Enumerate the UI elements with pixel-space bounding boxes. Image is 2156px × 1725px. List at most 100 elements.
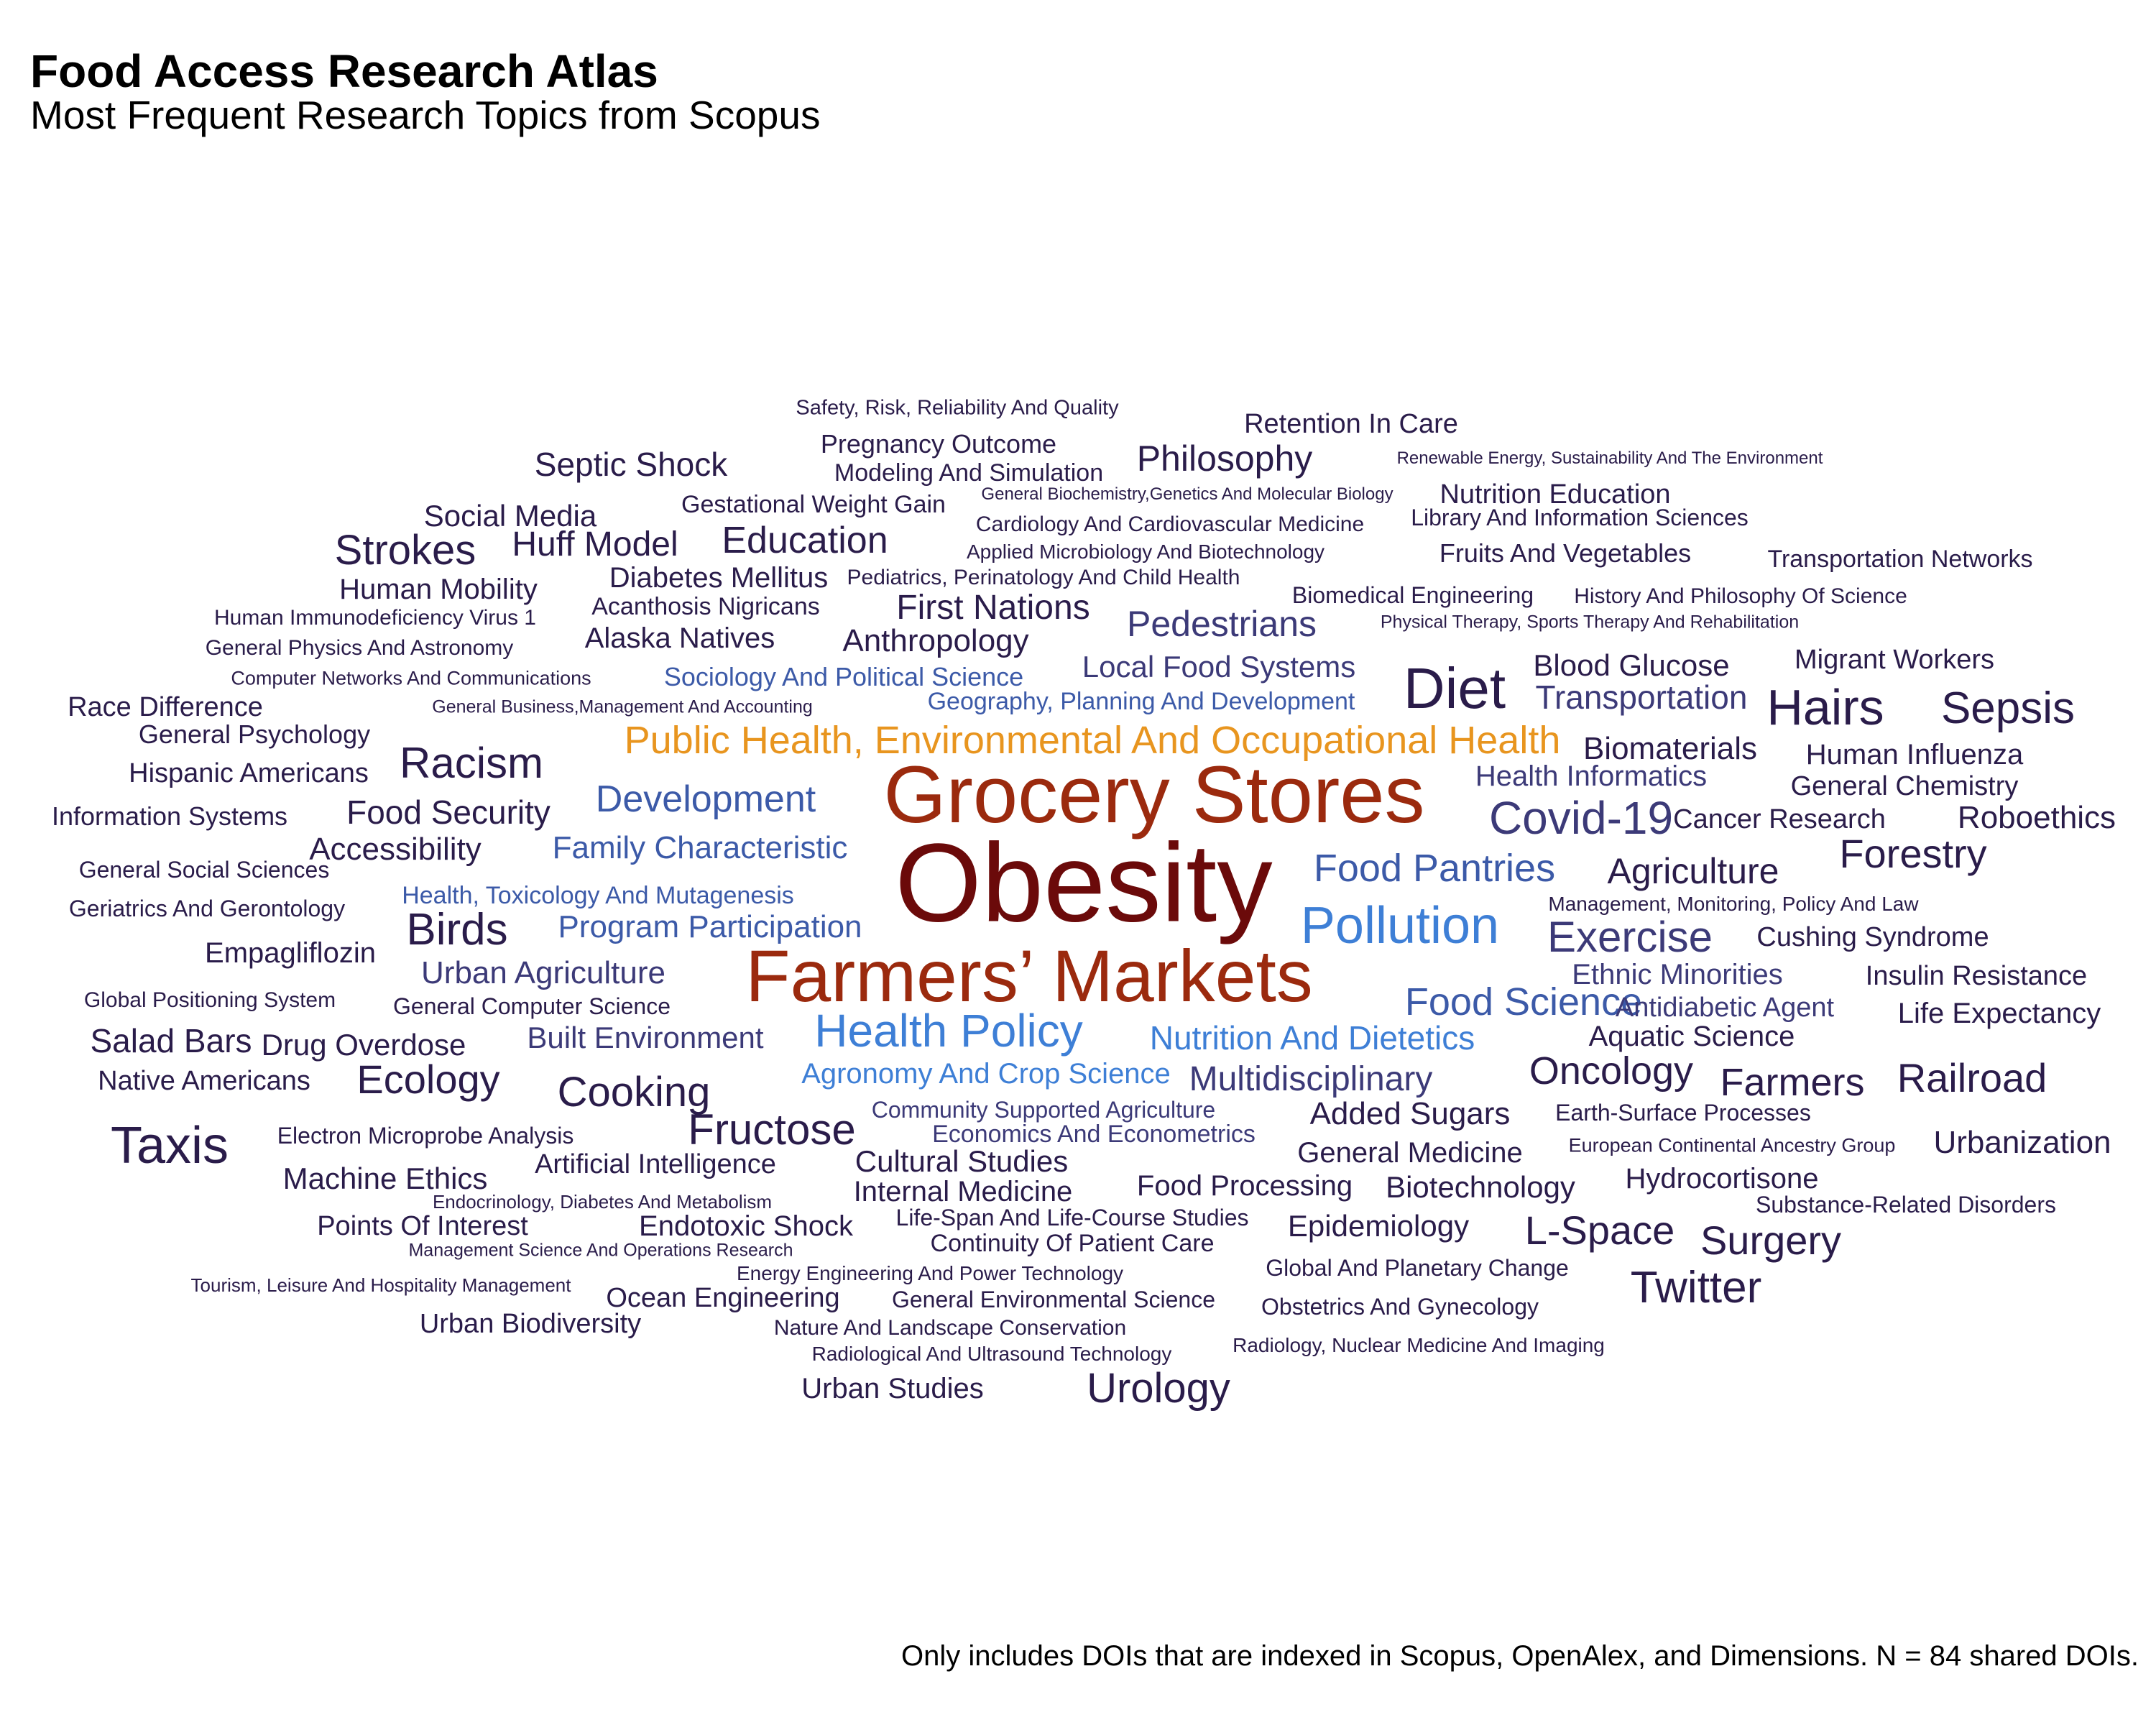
word-aquatic-science: Aquatic Science [1588, 1021, 1795, 1052]
word-general-social-sciences: General Social Sciences [78, 857, 330, 883]
word-health-policy: Health Policy [814, 1005, 1083, 1057]
word-cooking: Cooking [557, 1069, 711, 1116]
word-internal-medicine: Internal Medicine [853, 1176, 1073, 1208]
word-pollution: Pollution [1300, 897, 1500, 954]
word-management-science-and-operations-research: Management Science And Operations Resear… [408, 1240, 793, 1261]
word-education: Education [722, 520, 888, 561]
word-hydrocortisone: Hydrocortisone [1625, 1163, 1819, 1195]
word-development: Development [595, 778, 816, 820]
word-computer-networks-and-communications: Computer Networks And Communications [231, 667, 591, 689]
word-septic-shock: Septic Shock [534, 446, 728, 483]
word-general-chemistry: General Chemistry [1790, 771, 2019, 801]
word-public-health-environmental-and-occupational-health: Public Health, Environmental And Occupat… [624, 719, 1561, 762]
word-antidiabetic-agent: Antidiabetic Agent [1615, 993, 1835, 1023]
word-salad-bars: Salad Bars [90, 1022, 252, 1059]
chart-title: Food Access Research Atlas [30, 45, 658, 97]
word-food-science: Food Science [1404, 980, 1643, 1024]
word-hispanic-americans: Hispanic Americans [129, 758, 369, 788]
word-alaska-natives: Alaska Natives [584, 622, 775, 654]
word-life-expectancy: Life Expectancy [1897, 998, 2101, 1029]
word-geography-planning-and-development: Geography, Planning And Development [927, 688, 1355, 715]
word-safety-risk-reliability-and-quality: Safety, Risk, Reliability And Quality [796, 396, 1119, 420]
word-surgery: Surgery [1700, 1218, 1842, 1263]
word-human-influenza: Human Influenza [1805, 739, 2024, 770]
word-library-and-information-sciences: Library And Information Sciences [1411, 505, 1749, 530]
word-nutrition-and-dietetics: Nutrition And Dietetics [1149, 1019, 1475, 1057]
word-endotoxic-shock: Endotoxic Shock [639, 1210, 853, 1242]
word-agronomy-and-crop-science: Agronomy And Crop Science [801, 1058, 1171, 1090]
word-native-americans: Native Americans [98, 1066, 310, 1096]
word-l-space: L-Space [1524, 1208, 1675, 1253]
word-machine-ethics: Machine Ethics [282, 1162, 488, 1195]
word-general-physics-and-astronomy: General Physics And Astronomy [205, 636, 514, 660]
word-energy-engineering-and-power-technology: Energy Engineering And Power Technology [736, 1262, 1124, 1284]
word-roboethics: Roboethics [1957, 800, 2116, 835]
word-retention-in-care: Retention In Care [1244, 409, 1458, 439]
word-exercise: Exercise [1547, 913, 1713, 961]
word-urbanization: Urbanization [1933, 1125, 2111, 1160]
word-human-mobility: Human Mobility [339, 574, 538, 605]
word-empagliflozin: Empagliflozin [205, 937, 376, 969]
word-history-and-philosophy-of-science: History And Philosophy Of Science [1574, 584, 1907, 608]
word-general-environmental-science: General Environmental Science [891, 1287, 1216, 1312]
word-community-supported-agriculture: Community Supported Agriculture [871, 1097, 1216, 1123]
word-life-span-and-life-course-studies: Life-Span And Life-Course Studies [895, 1205, 1249, 1230]
word-urban-studies: Urban Studies [801, 1373, 984, 1404]
word-health-toxicology-and-mutagenesis: Health, Toxicology And Mutagenesis [402, 882, 794, 909]
word-artificial-intelligence: Artificial Intelligence [535, 1149, 776, 1179]
word-continuity-of-patient-care: Continuity Of Patient Care [930, 1230, 1215, 1257]
word-general-business-management-and-accounting: General Business,Management And Accounti… [432, 696, 813, 717]
word-diet: Diet [1403, 656, 1506, 720]
word-human-immunodeficiency-virus-1: Human Immunodeficiency Virus 1 [214, 606, 536, 630]
word-transportation: Transportation [1535, 678, 1748, 716]
word-sociology-and-political-science: Sociology And Political Science [663, 662, 1024, 691]
word-program-participation: Program Participation [558, 909, 862, 944]
word-obstetrics-and-gynecology: Obstetrics And Gynecology [1261, 1294, 1539, 1320]
word-health-informatics: Health Informatics [1475, 760, 1708, 792]
word-urology: Urology [1087, 1365, 1230, 1412]
word-endocrinology-diabetes-and-metabolism: Endocrinology, Diabetes And Metabolism [432, 1191, 773, 1213]
word-information-systems: Information Systems [51, 801, 288, 831]
word-anthropology: Anthropology [842, 623, 1029, 658]
word-applied-microbiology-and-biotechnology: Applied Microbiology And Biotechnology [966, 540, 1325, 563]
word-urban-biodiversity: Urban Biodiversity [419, 1309, 642, 1339]
word-covid-19: Covid-19 [1488, 792, 1674, 844]
word-migrant-workers: Migrant Workers [1794, 645, 1995, 675]
word-agriculture: Agriculture [1607, 851, 1779, 891]
word-diabetes-mellitus: Diabetes Mellitus [609, 562, 829, 594]
word-acanthosis-nigricans: Acanthosis Nigricans [591, 593, 820, 620]
word-electron-microprobe-analysis: Electron Microprobe Analysis [277, 1123, 574, 1149]
word-global-and-planetary-change: Global And Planetary Change [1266, 1255, 1569, 1281]
word-cultural-studies: Cultural Studies [854, 1144, 1069, 1178]
word-drug-overdose: Drug Overdose [261, 1028, 466, 1062]
word-biomaterials: Biomaterials [1583, 731, 1758, 766]
word-general-psychology: General Psychology [138, 719, 371, 749]
word-urban-agriculture: Urban Agriculture [421, 955, 665, 990]
word-earth-surface-processes: Earth-Surface Processes [1555, 1100, 1811, 1126]
word-modeling-and-simulation: Modeling And Simulation [834, 459, 1104, 487]
word-epidemiology: Epidemiology [1287, 1209, 1470, 1243]
word-blood-glucose: Blood Glucose [1533, 648, 1730, 682]
word-racism: Racism [399, 739, 544, 787]
word-family-characteristic: Family Characteristic [552, 830, 848, 865]
word-nutrition-education: Nutrition Education [1439, 479, 1671, 510]
word-pedestrians: Pedestrians [1126, 604, 1317, 644]
word-multidisciplinary: Multidisciplinary [1189, 1060, 1433, 1098]
word-nature-and-landscape-conservation: Nature And Landscape Conservation [773, 1316, 1127, 1340]
word-general-biochemistry-genetics-and-molecular-biology: General Biochemistry,Genetics And Molecu… [981, 484, 1393, 504]
word-philosophy: Philosophy [1136, 438, 1313, 479]
word-transportation-networks: Transportation Networks [1767, 546, 2033, 573]
word-hairs: Hairs [1766, 679, 1884, 735]
word-taxis: Taxis [110, 1117, 229, 1174]
word-farmers-markets: Farmers’ Markets [745, 935, 1313, 1017]
word-first-nations: First Nations [896, 589, 1090, 627]
word-grocery-stores: Grocery Stores [883, 750, 1425, 840]
word-strokes: Strokes [334, 527, 476, 574]
word-railroad: Railroad [1897, 1055, 2047, 1100]
word-radiology-nuclear-medicine-and-imaging: Radiology, Nuclear Medicine And Imaging [1233, 1334, 1605, 1356]
word-insulin-resistance: Insulin Resistance [1865, 961, 2088, 991]
word-european-continental-ancestry-group: European Continental Ancestry Group [1568, 1134, 1896, 1156]
word-local-food-systems: Local Food Systems [1082, 650, 1356, 684]
word-farmers: Farmers [1720, 1061, 1865, 1104]
